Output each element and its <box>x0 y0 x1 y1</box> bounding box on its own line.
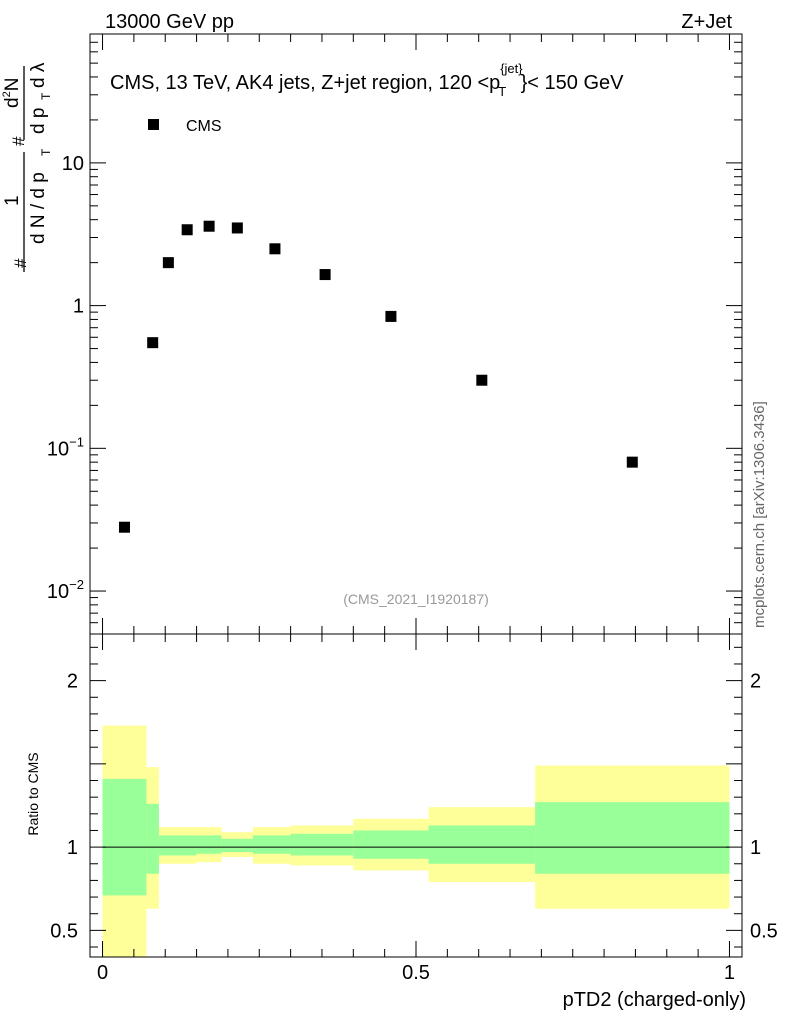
ratio-inner-band-5 <box>253 835 291 854</box>
plot-title-main: CMS, 13 TeV, AK4 jets, Z+jet region, 120… <box>110 72 500 94</box>
data-point-4 <box>203 220 215 232</box>
ratio-y-tick-label-right-2: 0.5 <box>750 920 778 942</box>
ylabel-one: 1 <box>2 195 23 206</box>
ylabel-hash-2: # <box>9 136 28 146</box>
ylabel-num-sup: 2 <box>1 91 13 97</box>
ylabel-dp: d p <box>28 108 49 134</box>
top-y-tick-label-2: 10−1 <box>47 434 84 460</box>
ratio-y-tick-label-left-0: 2 <box>67 671 78 693</box>
top-y-tick-label-0: 10 <box>62 153 84 175</box>
ratio-y-tick-label-right-0: 2 <box>750 671 761 693</box>
ylabel-num-d: d <box>2 97 23 108</box>
plot-title-sup: {jet} <box>500 61 523 76</box>
top-y-tick-label-exp-2: −1 <box>69 434 84 449</box>
ylabel-dp-sub: T <box>39 92 53 100</box>
ratio-y-tick-label-right-1: 1 <box>750 837 761 859</box>
header-left-label: 13000 GeV pp <box>105 11 234 33</box>
top-y-tick-label-base-3: 10 <box>47 581 69 603</box>
ylabel-num: d2N <box>1 78 23 108</box>
watermark: (CMS_2021_I1920187) <box>343 591 489 607</box>
plot-title-sub: T <box>498 84 506 99</box>
ratio-x-tick-label-2: 1 <box>724 962 735 984</box>
data-point-9 <box>476 374 488 386</box>
ylabel-hash-1: # <box>11 258 30 268</box>
ylabel-den-left: d N / d p <box>28 172 49 244</box>
ratio-x-tick-label-0: 0 <box>97 962 108 984</box>
top-y-tick-label-base-2: 10 <box>47 438 69 460</box>
x-axis-label: pTD2 (charged-only) <box>563 989 746 1011</box>
data-point-3 <box>181 224 193 236</box>
ratio-panel-tick-labels: 2 2 1 1 0.5 0.5 0 0.5 1 <box>50 671 778 984</box>
ylabel-dlambda: d λ <box>28 62 49 88</box>
data-point-0 <box>118 521 130 533</box>
ratio-y-tick-label-left-1: 1 <box>67 837 78 859</box>
data-point-5 <box>231 222 243 234</box>
ratio-inner-band-2 <box>158 835 197 856</box>
ratio-inner-band-7 <box>353 830 429 859</box>
ratio-inner-band-4 <box>221 838 253 853</box>
ratio-inner-band-3 <box>196 835 222 854</box>
top-panel-ticks <box>90 33 742 635</box>
top-y-tick-label-1: 1 <box>73 296 84 318</box>
top-y-axis-label: # 1 d N / d p T # d2N d p T d λ <box>1 62 53 272</box>
data-point-1 <box>147 337 159 349</box>
ratio-inner-band-9 <box>535 802 730 874</box>
plot-title: CMS, 13 TeV, AK4 jets, Z+jet region, 120… <box>110 61 624 99</box>
top-y-tick-label-exp-3: −2 <box>69 577 84 592</box>
data-point-10 <box>626 456 638 468</box>
ratio-y-tick-label-left-2: 0.5 <box>50 920 78 942</box>
ylabel-num-n: N <box>2 78 23 92</box>
ratio-inner-band-1 <box>146 803 159 874</box>
data-point-2 <box>162 257 174 269</box>
data-point-7 <box>319 269 331 281</box>
data-point-8 <box>385 310 397 322</box>
ratio-inner-band-8 <box>428 825 536 864</box>
ratio-inner-band-0 <box>102 778 147 896</box>
legend-marker <box>148 119 159 130</box>
data-point-6 <box>269 243 281 255</box>
plot-title-end: }< 150 GeV <box>521 72 625 94</box>
side-label: mcplots.cern.ch [arXiv:1306.3436] <box>751 401 768 628</box>
ratio-panel-ticks <box>90 634 742 957</box>
data-points <box>118 220 638 533</box>
ratio-bands <box>102 725 730 957</box>
ratio-y-axis-label: Ratio to CMS <box>25 752 41 835</box>
header-right-label: Z+Jet <box>681 11 732 33</box>
ylabel-den-sub: T <box>39 148 53 156</box>
ratio-x-tick-label-1: 0.5 <box>402 962 430 984</box>
top-y-tick-label-3: 10−2 <box>47 577 84 603</box>
ratio-inner-band-6 <box>290 833 354 856</box>
legend-label: CMS <box>186 118 222 135</box>
